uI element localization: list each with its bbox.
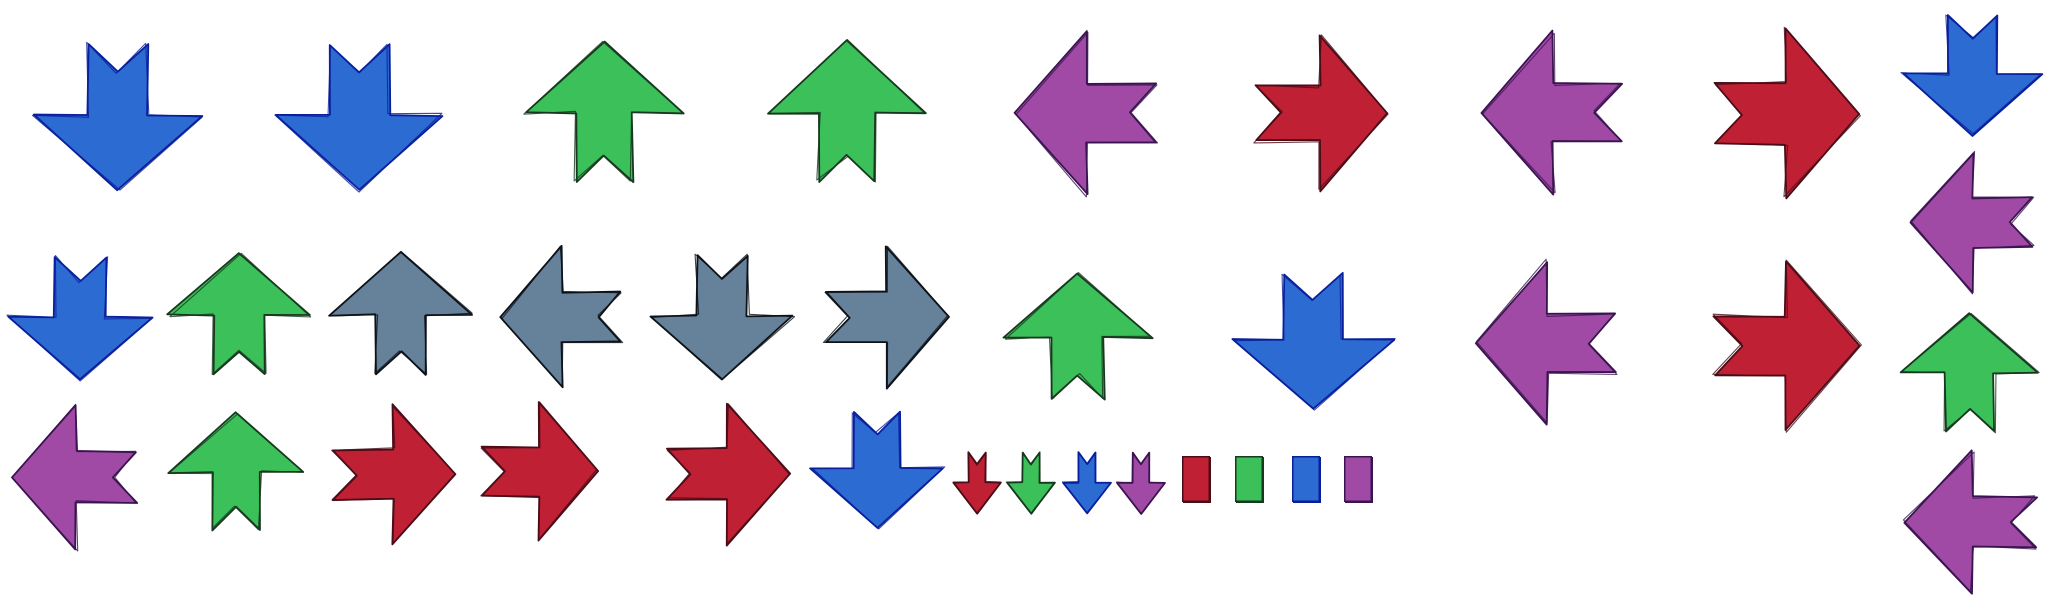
- arrow-up-green-2: [764, 38, 929, 188]
- bar-purple: [1344, 456, 1372, 502]
- arrow-right-slate-sketch-line: [823, 246, 947, 387]
- arrow-right-slate: [820, 243, 952, 391]
- arrow-left-purple-row3: [10, 402, 142, 552]
- arrow-right-red-3-sketch-line: [1713, 260, 1862, 432]
- arrow-down-slate-sketch-line: [652, 254, 795, 380]
- bar-red: [1182, 456, 1210, 502]
- arrow-up-green-row3: [166, 410, 306, 535]
- arrow-up-green-2-body: [768, 40, 926, 182]
- arrow-down-blue-tiny-sketch-line: [1062, 452, 1111, 513]
- arrow-left-purple-column-2: [1902, 448, 2042, 596]
- arrow-right-red-3-body: [1713, 261, 1859, 430]
- arrow-up-green-mid: [1000, 270, 1155, 405]
- arrow-right-red-row3-3-sketch-line: [667, 404, 789, 544]
- arrow-left-purple-row3-body: [12, 405, 137, 549]
- arrow-left-purple-1-body: [1015, 31, 1157, 194]
- arrow-up-green-small-sketch-line: [170, 253, 311, 374]
- arrow-left-purple-1: [1012, 28, 1162, 198]
- arrow-left-slate-body: [500, 246, 620, 387]
- arrow-left-purple-2-body: [1481, 31, 1622, 195]
- arrow-right-red-2: [1708, 25, 1863, 203]
- arrow-left-purple-3-sketch-line: [1476, 259, 1617, 423]
- arrow-down-purple-tiny: [1116, 450, 1166, 515]
- arrow-down-blue-row3: [808, 407, 946, 530]
- arrow-down-blue-1-sketch-line: [32, 42, 202, 190]
- arrow-down-slate-body: [651, 255, 793, 379]
- arrow-down-red-tiny-body: [953, 452, 1001, 513]
- arrow-down-blue-1: [30, 38, 205, 193]
- arrow-down-blue-2-body: [276, 44, 443, 190]
- arrow-right-red-2-body: [1715, 28, 1860, 198]
- arrow-down-green-tiny-sketch-line: [1006, 452, 1054, 514]
- arrow-down-blue-column-sketch-line: [1901, 15, 2041, 134]
- arrow-down-blue-column: [1900, 10, 2045, 138]
- arrow-up-green-mid-sketch-line: [1005, 273, 1150, 399]
- arrow-up-green-small: [165, 250, 313, 380]
- arrow-down-blue-column-body: [1904, 15, 2043, 136]
- arrow-up-green-2-sketch-line: [768, 40, 925, 183]
- arrow-up-green-1-body: [526, 42, 684, 183]
- arrow-down-blue-tiny: [1062, 450, 1112, 515]
- arrow-right-slate-body: [826, 246, 949, 388]
- arrow-down-blue-small-sketch-line: [7, 256, 152, 381]
- arrow-right-red-1-sketch-line: [1254, 35, 1388, 189]
- arrow-down-blue-small: [5, 252, 155, 382]
- arrow-left-purple-column-2-sketch-line: [1903, 452, 2036, 592]
- arrow-left-purple-2-sketch-line: [1483, 33, 1622, 192]
- bar-red-fill: [1182, 456, 1210, 502]
- arrow-up-green-small-body: [167, 253, 310, 374]
- arrow-up-green-row3-sketch-line: [169, 414, 304, 530]
- bar-green: [1235, 456, 1263, 502]
- bar-blue-fill: [1292, 456, 1320, 502]
- arrow-up-green-column-sketch-line: [1901, 313, 2039, 432]
- arrow-right-red-row3-3-body: [666, 404, 790, 546]
- bar-purple-fill: [1344, 456, 1372, 502]
- arrow-right-red-3: [1708, 258, 1863, 434]
- arrow-down-red-tiny-sketch-line: [954, 453, 1001, 514]
- arrow-down-slate: [648, 250, 796, 382]
- arrow-left-purple-column-2-body: [1904, 450, 2037, 593]
- bar-green-fill: [1235, 456, 1263, 502]
- arrow-up-slate-body: [329, 252, 472, 375]
- arrow-down-blue-row3-sketch-line: [812, 413, 945, 529]
- arrow-right-red-row3-1-sketch-line: [332, 407, 456, 544]
- arrow-right-red-row3-3: [662, 400, 792, 548]
- arrow-up-slate: [327, 250, 475, 380]
- arrow-left-slate: [498, 243, 626, 391]
- arrow-left-purple-3: [1473, 258, 1621, 428]
- arrow-right-red-1-body: [1256, 35, 1387, 191]
- arrow-down-blue-mid: [1228, 268, 1398, 411]
- arrow-down-red-tiny: [952, 450, 1002, 515]
- arrow-down-blue-2: [272, 38, 447, 193]
- arrow-up-green-1-sketch-line: [524, 41, 684, 181]
- arrow-up-slate-sketch-line: [329, 252, 472, 375]
- arrow-down-purple-tiny-sketch-line: [1117, 453, 1165, 514]
- arrow-left-purple-1-sketch-line: [1016, 32, 1157, 197]
- arrow-right-red-2-sketch-line: [1715, 27, 1860, 196]
- arrow-right-red-row3-2-sketch-line: [481, 402, 597, 539]
- arrow-left-purple-column-1-body: [1910, 153, 2032, 292]
- arrow-left-purple-3-body: [1476, 262, 1616, 424]
- arrow-left-purple-column-1-sketch-line: [1911, 151, 2034, 293]
- arrow-down-blue-1-body: [34, 44, 203, 190]
- arrow-right-red-row3-2: [477, 400, 601, 543]
- arrow-up-green-1: [522, 38, 687, 188]
- arrow-down-green-tiny: [1006, 450, 1056, 515]
- arrow-down-blue-2-sketch-line: [275, 44, 442, 192]
- arrow-down-blue-mid-sketch-line: [1234, 274, 1395, 410]
- arrow-down-blue-row3-body: [810, 412, 943, 528]
- arrow-right-red-1: [1250, 32, 1390, 194]
- arrow-left-slate-sketch-line: [502, 246, 623, 387]
- arrow-right-red-row3-1: [328, 402, 458, 547]
- arrow-left-purple-row3-sketch-line: [12, 404, 136, 551]
- bar-blue: [1292, 456, 1320, 502]
- arrow-left-purple-column-1: [1908, 150, 2038, 295]
- arrow-left-purple-2: [1478, 28, 1628, 198]
- arrow-up-green-column: [1898, 310, 2041, 436]
